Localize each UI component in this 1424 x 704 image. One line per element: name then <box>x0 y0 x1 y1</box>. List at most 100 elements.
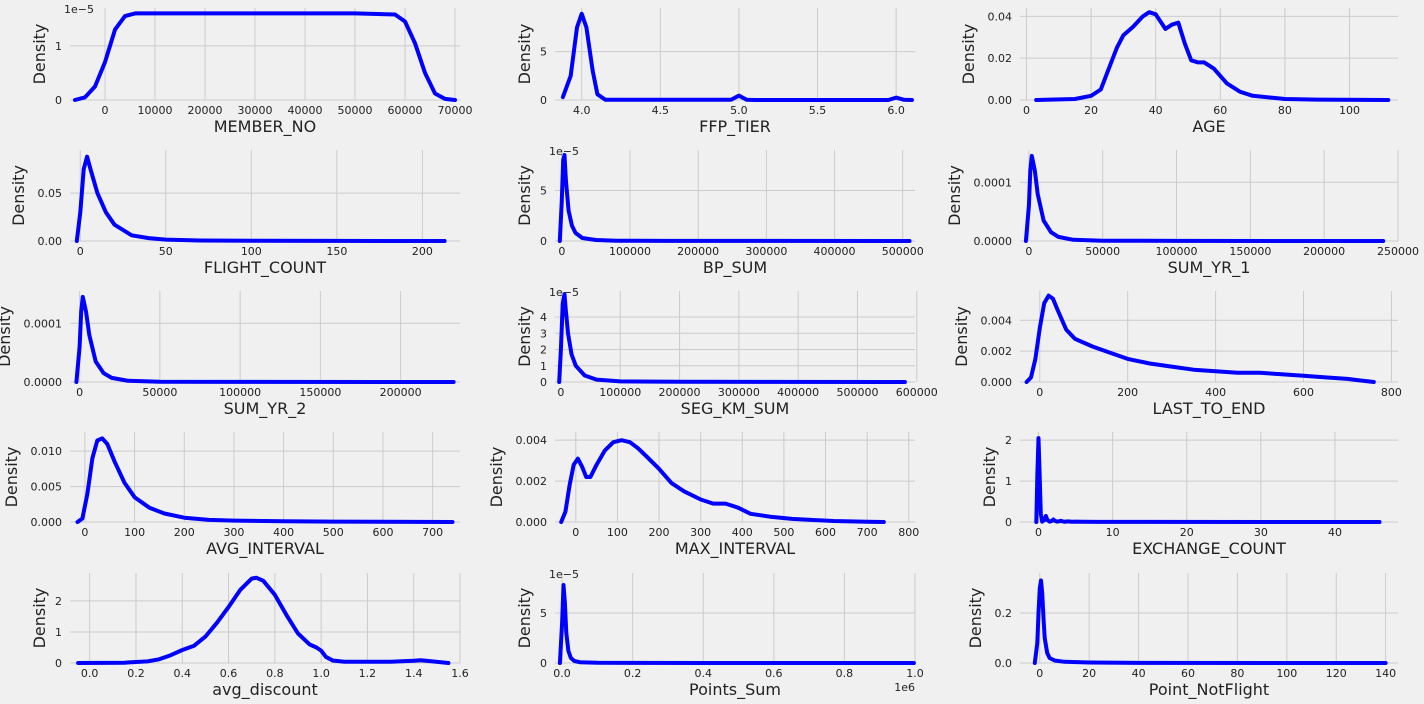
chart-11-ytick-1: 1 <box>1005 475 1012 488</box>
chart-1-kde-line <box>560 11 914 102</box>
chart-2-ytick-2: 0.04 <box>988 10 1013 23</box>
chart-10: 0 100 200 300 400 500 600 700 800 0.000 0.002 0.004… <box>487 432 919 559</box>
chart-10-xtick-3: 300 <box>690 526 711 539</box>
chart-1-xtick-3: 5.5 <box>809 104 827 117</box>
chart-11-kde-line <box>1034 436 1382 524</box>
chart-0-xtick-2: 20000 <box>188 104 223 117</box>
chart-10-xlabel: MAX_INTERVAL <box>675 539 795 559</box>
chart-11-xlabel: EXCHANGE_COUNT <box>1132 539 1286 559</box>
chart-0-xlabel: MEMBER_NO <box>214 117 316 137</box>
chart-13-xtick-5: 1.0 <box>906 667 924 680</box>
chart-8-xtick-2: 400 <box>1205 386 1226 399</box>
chart-8-ytick-0: 0.000 <box>981 376 1013 389</box>
chart-3-ylabel: Density <box>9 165 28 226</box>
chart-12-xtick-4: 0.8 <box>266 667 284 680</box>
chart-14-xtick-7: 140 <box>1375 667 1396 680</box>
chart-4-y-offset: 1e−5 <box>549 145 579 158</box>
chart-10-kde-line <box>559 438 886 524</box>
chart-10-xtick-4: 400 <box>732 526 753 539</box>
chart-12-xlabel: avg_discount <box>212 680 318 700</box>
chart-10-ytick-2: 0.004 <box>516 434 548 447</box>
chart-9-ylabel: Density <box>2 447 21 508</box>
chart-3-xlabel: FLIGHT_COUNT <box>204 258 326 278</box>
chart-1-xtick-0: 4.0 <box>573 104 591 117</box>
chart-14-xlabel: Point_NotFlight <box>1149 680 1269 700</box>
chart-5-xtick-3: 150000 <box>1229 245 1271 258</box>
chart-6-ytick-0: 0.0000 <box>24 376 63 389</box>
chart-6: 0 50000 100000 150000 200000 0.0000 0.0001 SUM_… <box>0 291 460 419</box>
chart-6-xtick-3: 150000 <box>299 386 341 399</box>
chart-13-xtick-0: 0.0 <box>553 667 571 680</box>
chart-0-xtick-3: 30000 <box>238 104 273 117</box>
chart-10-xtick-6: 600 <box>815 526 836 539</box>
chart-13-ylabel: Density <box>515 588 534 649</box>
chart-2-xtick-1: 20 <box>1084 104 1098 117</box>
chart-2-xtick-4: 80 <box>1278 104 1292 117</box>
chart-9-xtick-6: 600 <box>372 526 393 539</box>
chart-3-xtick-0: 0 <box>77 245 84 258</box>
chart-11-xtick-3: 30 <box>1254 526 1268 539</box>
chart-2: 0 20 40 60 80 100 0.00 0.02 0.04 AGE Density <box>959 8 1398 136</box>
chart-14-ytick-1: 0.2 <box>995 607 1013 620</box>
chart-9-xtick-3: 300 <box>223 526 244 539</box>
chart-4-kde-line <box>557 153 912 243</box>
chart-12: 0.0 0.2 0.4 0.6 0.8 1.0 1.2 1.4 1.6 0 1 2 avg_discou… <box>30 573 469 700</box>
chart-9-xlabel: AVG_INTERVAL <box>206 539 324 559</box>
chart-12-kde-line <box>76 575 451 665</box>
chart-13-x-offset: 1e6 <box>894 681 915 694</box>
chart-2-xtick-0: 0 <box>1023 104 1030 117</box>
chart-12-ytick-2: 2 <box>55 595 62 608</box>
chart-6-xtick-1: 50000 <box>142 386 177 399</box>
chart-12-ytick-0: 0 <box>55 657 62 670</box>
chart-4-xtick-0: 0 <box>558 245 565 258</box>
chart-14-xtick-4: 80 <box>1230 667 1244 680</box>
chart-7-xtick-5: 500000 <box>836 386 878 399</box>
chart-5-xtick-1: 50000 <box>1085 245 1120 258</box>
chart-11-ylabel: Density <box>980 447 999 508</box>
chart-7-ylabel: Density <box>515 306 534 367</box>
chart-6-ylabel: Density <box>0 306 14 367</box>
chart-9-xtick-0: 0 <box>81 526 88 539</box>
chart-8-ytick-2: 0.004 <box>981 314 1013 327</box>
chart-9-xtick-7: 700 <box>422 526 443 539</box>
chart-7-xtick-6: 600000 <box>896 386 938 399</box>
chart-12-xtick-0: 0.0 <box>81 667 99 680</box>
chart-13-kde-line <box>557 583 916 665</box>
chart-0-xtick-4: 40000 <box>288 104 323 117</box>
chart-3-ytick-0: 0.00 <box>38 235 63 248</box>
chart-0: 0 10000 20000 30000 40000 50000 60000 70000 0 1 1e… <box>30 3 473 137</box>
chart-7-kde-line <box>557 292 907 384</box>
chart-8-xtick-3: 600 <box>1293 386 1314 399</box>
chart-0-xtick-0: 0 <box>102 104 109 117</box>
chart-5: 0 50000 100000 150000 200000 250000 0.0000 0.00… <box>945 150 1419 278</box>
chart-8-xtick-4: 800 <box>1381 386 1402 399</box>
chart-12-ylabel: Density <box>30 588 49 649</box>
chart-0-xtick-6: 60000 <box>388 104 423 117</box>
chart-2-xlabel: AGE <box>1192 117 1225 136</box>
chart-12-ytick-1: 1 <box>55 626 62 639</box>
chart-0-xtick-5: 50000 <box>338 104 373 117</box>
chart-13-xtick-3: 0.6 <box>765 667 783 680</box>
chart-5-xlabel: SUM_YR_1 <box>1168 258 1251 278</box>
chart-8-ylabel: Density <box>952 306 971 367</box>
chart-2-kde-line <box>1034 10 1391 102</box>
chart-14-xtick-5: 100 <box>1276 667 1297 680</box>
chart-11-ytick-0: 0 <box>1005 516 1012 529</box>
chart-14-ytick-0: 0.0 <box>995 657 1013 670</box>
chart-4: 0 100000 200000 300000 400000 500000 0 5 1e−5 BP_… <box>515 145 924 278</box>
chart-8-xtick-1: 200 <box>1117 386 1138 399</box>
chart-6-ytick-1: 0.0001 <box>24 317 63 330</box>
chart-2-ylabel: Density <box>959 24 978 85</box>
chart-12-xtick-3: 0.6 <box>220 667 238 680</box>
chart-6-xtick-4: 200000 <box>380 386 422 399</box>
chart-13-ytick-0: 0 <box>540 657 547 670</box>
chart-8: 0 200 400 600 800 0.000 0.002 0.004 LAST_TO_END D… <box>952 291 1402 419</box>
chart-11-xtick-2: 20 <box>1180 526 1194 539</box>
chart-8-xlabel: LAST_TO_END <box>1153 399 1266 419</box>
chart-11-xtick-0: 0 <box>1035 526 1042 539</box>
chart-11-ytick-2: 2 <box>1005 434 1012 447</box>
chart-5-kde-line <box>1023 153 1386 243</box>
chart-9-xtick-2: 200 <box>174 526 195 539</box>
chart-5-xtick-5: 250000 <box>1377 245 1419 258</box>
